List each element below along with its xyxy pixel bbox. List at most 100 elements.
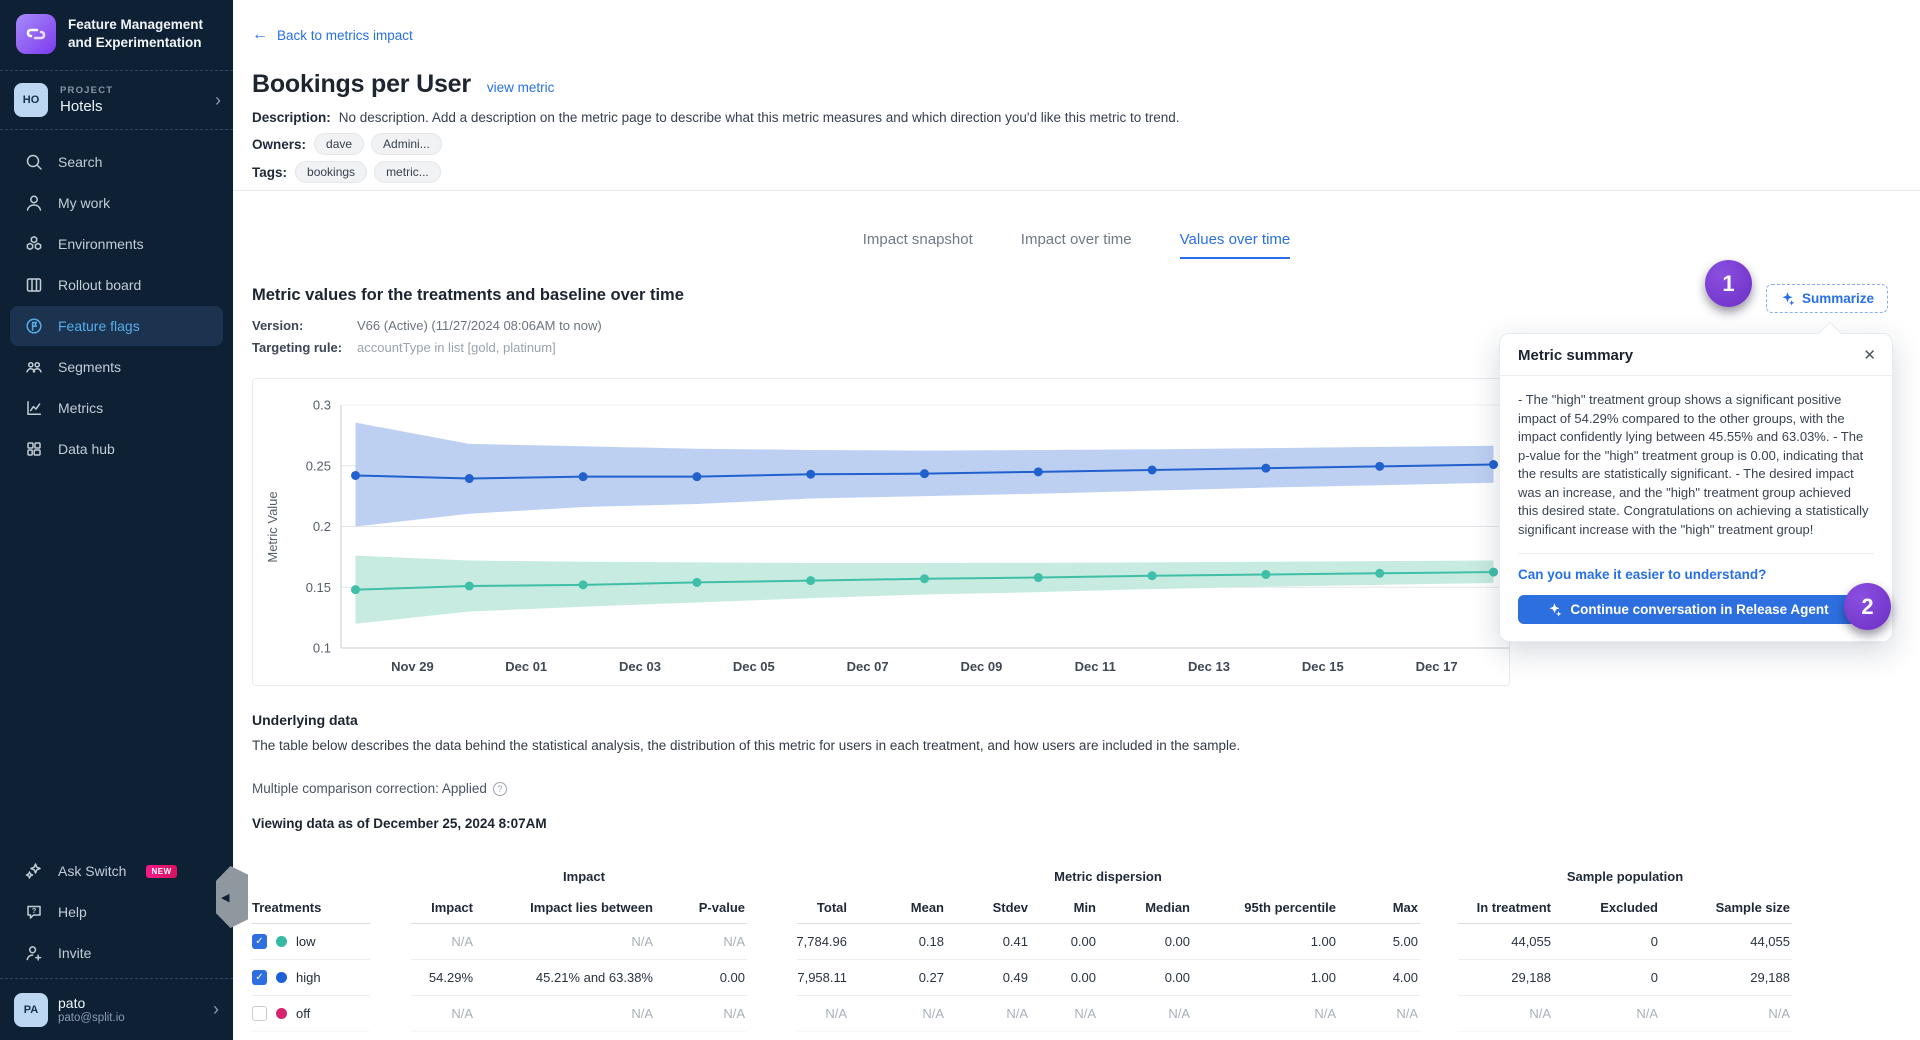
sidebar-item-invite[interactable]: Invite — [10, 933, 223, 973]
data-point-high[interactable] — [1489, 460, 1498, 470]
cell-sample-size: N/A — [1660, 996, 1792, 1032]
sidebar-nav: Search My work Environments Rollout board Fe… — [0, 142, 233, 469]
help-icon: ? — [27, 905, 41, 919]
data-point-low[interactable] — [806, 576, 816, 586]
column-header-excluded: Excluded — [1553, 892, 1660, 924]
cell-total: N/A — [797, 996, 849, 1032]
table-row-high: ✓ high 54.29% 45.21% and 63.38% 0.00 7,958.11… — [252, 960, 1794, 996]
description-row: Description: No description. Add a descr… — [252, 110, 1180, 125]
data-point-low[interactable] — [1033, 573, 1043, 583]
cell-95th-percentile: N/A — [1192, 996, 1338, 1032]
data-point-low[interactable] — [1489, 567, 1498, 577]
svg-text:Dec 03: Dec 03 — [619, 659, 661, 674]
treatment-cell: off — [252, 996, 370, 1032]
svg-text:Metric Value: Metric Value — [265, 491, 280, 562]
annotation-step-2-badge: 2 — [1844, 583, 1891, 630]
treatment-label: off — [296, 1006, 311, 1021]
version-row: Version: V66 (Active) (11/27/2024 08:06A… — [252, 318, 602, 333]
info-icon[interactable]: ? — [492, 781, 507, 796]
sidebar-item-environments[interactable]: Environments — [10, 224, 223, 264]
treatment-checkbox[interactable] — [252, 1006, 267, 1021]
metric-values-chart[interactable]: 0.1 0.15 0.2 0.25 0.3 Metric Value Nov 29 Dec 0… — [252, 378, 1510, 686]
data-point-high[interactable] — [806, 469, 816, 479]
cell-excluded: 0 — [1553, 960, 1660, 996]
search-icon — [26, 154, 42, 170]
sidebar-item-ask-switch[interactable]: Ask Switch NEW — [10, 851, 223, 891]
data-point-high[interactable] — [1033, 467, 1043, 477]
continue-conversation-button[interactable]: Continue conversation in Release Agent — [1518, 595, 1858, 624]
tag-pill[interactable]: bookings — [295, 161, 368, 183]
data-hub-icon — [27, 442, 41, 456]
data-point-high[interactable] — [464, 474, 474, 484]
sidebar-item-label: Search — [58, 154, 103, 170]
data-point-low[interactable] — [920, 574, 929, 584]
tab-values-over-time[interactable]: Values over time — [1179, 231, 1291, 259]
sidebar-item-label: Environments — [58, 236, 144, 252]
column-header-sample-size: Sample size — [1660, 892, 1792, 924]
data-point-high[interactable] — [1261, 463, 1271, 473]
data-point-low[interactable] — [1147, 571, 1157, 581]
data-point-low[interactable] — [1261, 569, 1271, 579]
sidebar-item-feature-flags[interactable]: Feature flags — [10, 306, 223, 346]
sidebar-item-label: Ask Switch — [58, 863, 127, 879]
cell-median: N/A — [1098, 996, 1192, 1032]
project-selector[interactable]: HO PROJECT Hotels › — [0, 71, 233, 129]
sidebar-item-help[interactable]: ? Help — [10, 892, 223, 932]
cell-total: 7,784.96 — [796, 924, 849, 960]
data-point-low[interactable] — [578, 580, 588, 590]
followup-link[interactable]: Can you make it easier to understand? — [1518, 567, 1767, 582]
summary-text: - The "high" treatment group shows a sig… — [1518, 392, 1869, 537]
arrow-left-icon: ← — [252, 26, 268, 43]
divider — [0, 129, 233, 130]
cell-max: 5.00 — [1338, 924, 1420, 960]
close-icon[interactable]: ✕ — [1863, 347, 1876, 364]
sidebar-item-data-hub[interactable]: Data hub — [10, 429, 223, 469]
data-point-high[interactable] — [692, 472, 702, 482]
data-point-low[interactable] — [351, 585, 360, 595]
tab-impact-over-time[interactable]: Impact over time — [1020, 231, 1132, 248]
tab-bar: Impact snapshot Impact over time Values ov… — [233, 231, 1920, 259]
underlying-data-table: Impact Metric dispersion Sample population… — [252, 866, 1794, 1032]
user-menu[interactable]: PA pato pato@split.io › — [0, 978, 233, 1040]
owners-label: Owners: — [252, 136, 307, 152]
column-header-median: Median — [1098, 892, 1192, 924]
sidebar-item-my-work[interactable]: My work — [10, 183, 223, 223]
data-point-low[interactable] — [464, 581, 474, 591]
svg-text:Dec 11: Dec 11 — [1075, 659, 1116, 674]
data-point-high[interactable] — [351, 470, 360, 480]
sidebar-item-segments[interactable]: Segments — [10, 347, 223, 387]
data-point-high[interactable] — [1147, 465, 1157, 475]
cell-median: 0.00 — [1098, 960, 1192, 996]
data-point-low[interactable] — [692, 577, 702, 587]
data-point-high[interactable] — [578, 472, 588, 482]
sidebar-item-label: Help — [58, 904, 87, 920]
owner-pill[interactable]: Admini... — [371, 133, 442, 155]
sidebar-item-metrics[interactable]: Metrics — [10, 388, 223, 428]
column-header-treatments: Treatments — [252, 892, 370, 924]
back-link[interactable]: ← Back to metrics impact — [252, 26, 413, 44]
treatment-checkbox[interactable]: ✓ — [252, 934, 267, 949]
tab-impact-snapshot[interactable]: Impact snapshot — [862, 231, 973, 248]
data-point-high[interactable] — [1375, 461, 1385, 471]
sidebar-item-label: Invite — [58, 945, 92, 961]
cell-max: N/A — [1338, 996, 1420, 1032]
tag-pill[interactable]: metric... — [374, 161, 441, 183]
sidebar-collapse-handle[interactable]: ◀ — [216, 866, 248, 928]
sidebar-item-search[interactable]: Search — [10, 142, 223, 182]
sidebar-item-rollout-board[interactable]: Rollout board — [10, 265, 223, 305]
rollout-board-icon — [26, 278, 42, 292]
targeting-rule-value: accountType in list [gold, platinum] — [357, 340, 556, 355]
section-title: Metric values for the treatments and bas… — [252, 286, 684, 304]
svg-text:0.1: 0.1 — [313, 641, 331, 656]
treatment-checkbox[interactable]: ✓ — [252, 970, 267, 985]
svg-text:0.3: 0.3 — [313, 398, 331, 413]
data-point-high[interactable] — [920, 469, 929, 479]
summarize-button[interactable]: Summarize — [1766, 284, 1889, 313]
split-logo-icon — [16, 14, 56, 54]
owner-pill[interactable]: dave — [314, 133, 365, 155]
cell-impact: 54.29% — [411, 960, 475, 996]
data-point-low[interactable] — [1375, 568, 1385, 578]
view-metric-link[interactable]: view metric — [486, 80, 555, 95]
cell-in-treatment: 29,188 — [1458, 960, 1553, 996]
feature-flags-icon — [26, 318, 42, 334]
